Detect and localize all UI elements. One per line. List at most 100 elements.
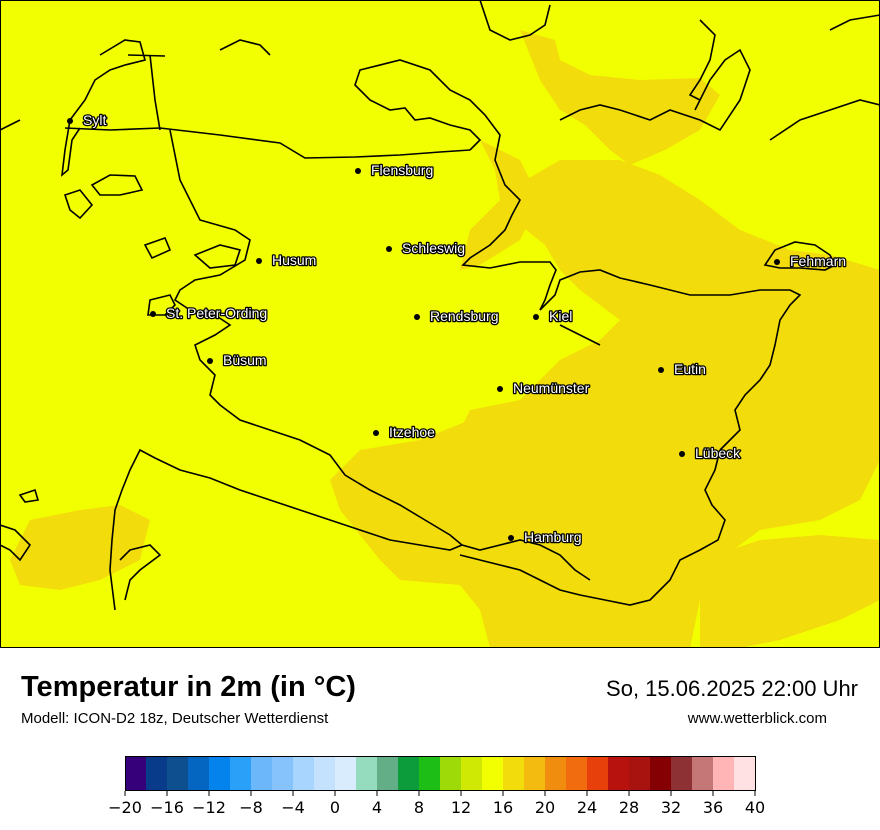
- city-label: Flensburg: [371, 162, 433, 178]
- city-dot: [373, 430, 379, 436]
- city-markers: Sylt Flensburg Schleswig Husum Fehmarn S…: [67, 111, 847, 546]
- colorbar-swatch: [335, 757, 357, 790]
- colorbar-swatches: [125, 757, 756, 790]
- colorbar-swatch: [272, 757, 294, 790]
- city-dot: [679, 451, 685, 457]
- city-rendsburg: Rendsburg: [414, 307, 500, 325]
- city-label: Schleswig: [402, 240, 465, 256]
- colorbar-frame: [125, 756, 756, 791]
- colorbar-swatch: [419, 757, 441, 790]
- city-husum: Husum: [256, 251, 318, 269]
- colorbar-tick-label: 8: [414, 798, 424, 817]
- colorbar-tick-label: −16: [150, 798, 184, 817]
- colorbar-swatch: [461, 757, 483, 790]
- colorbar-swatch: [167, 757, 189, 790]
- temperature-field-18-20: [10, 30, 880, 648]
- colorbar-swatch: [377, 757, 399, 790]
- colorbar-swatch: [608, 757, 630, 790]
- colorbar-tick-label: 12: [451, 798, 471, 817]
- city-neumuenster: Neumünster: [497, 379, 591, 397]
- city-label: Büsum: [223, 352, 267, 368]
- colorbar-tick-label: 32: [661, 798, 681, 817]
- city-luebeck: Lübeck: [679, 444, 742, 462]
- city-label: Kiel: [549, 308, 572, 324]
- colorbar-swatch: [713, 757, 735, 790]
- city-dot: [207, 358, 213, 364]
- colorbar-swatch: [629, 757, 651, 790]
- city-label: Eutin: [674, 361, 706, 377]
- city-dot: [774, 259, 780, 265]
- colorbar-swatch: [251, 757, 273, 790]
- colorbar-swatch: [545, 757, 567, 790]
- colorbar-tick-label: 40: [745, 798, 765, 817]
- colorbar-swatch: [650, 757, 672, 790]
- city-label: Husum: [272, 252, 316, 268]
- city-itzehoe: Itzehoe: [373, 423, 436, 441]
- colorbar-tick-label: 24: [577, 798, 597, 817]
- colorbar-tick-label: 16: [493, 798, 513, 817]
- city-fehmarn: Fehmarn: [774, 252, 847, 270]
- city-label: Hamburg: [524, 529, 582, 545]
- city-schleswig: Schleswig: [386, 239, 466, 257]
- colorbar-swatch: [671, 757, 693, 790]
- temperature-colorbar: −20 −16 −12 −8 −4 0 4 8 12 16 20 24 28 32 36 40: [108, 756, 765, 817]
- city-kiel: Kiel: [533, 307, 574, 325]
- city-label: Itzehoe: [389, 424, 435, 440]
- city-flensburg: Flensburg: [355, 161, 435, 179]
- city-dot: [355, 168, 361, 174]
- colorbar-swatch: [482, 757, 504, 790]
- colorbar-swatch: [440, 757, 462, 790]
- website-label: www.wetterblick.com: [687, 710, 827, 727]
- city-dot: [150, 311, 156, 317]
- city-dot: [386, 246, 392, 252]
- forecast-datetime: So, 15.06.2025 22:00 Uhr: [606, 676, 858, 701]
- city-hamburg: Hamburg: [508, 528, 583, 546]
- colorbar-tick-label: 36: [703, 798, 723, 817]
- city-label: Sylt: [83, 112, 106, 128]
- colorbar-swatch: [356, 757, 378, 790]
- colorbar-tick-label: −12: [192, 798, 226, 817]
- colorbar-tick-label: −20: [108, 798, 142, 817]
- city-sylt: Sylt: [67, 111, 108, 129]
- colorbar-ticks: −20 −16 −12 −8 −4 0 4 8 12 16 20 24 28 32 36 40: [108, 791, 765, 817]
- temperature-map: Sylt Flensburg Schleswig Husum Fehmarn S…: [0, 0, 880, 648]
- colorbar-tick-label: 28: [619, 798, 639, 817]
- city-label: Rendsburg: [430, 308, 499, 324]
- coast-and-border-lines: [0, 0, 880, 611]
- city-label: Neumünster: [513, 380, 590, 396]
- colorbar-swatch: [587, 757, 609, 790]
- colorbar-swatch: [734, 757, 756, 790]
- city-eutin: Eutin: [658, 360, 707, 378]
- model-info: Modell: ICON-D2 18z, Deutscher Wetterdie…: [21, 710, 329, 727]
- colorbar-swatch: [314, 757, 336, 790]
- map-title: Temperatur in 2m (in °C): [21, 671, 356, 703]
- city-dot: [533, 314, 539, 320]
- colorbar-swatch: [188, 757, 210, 790]
- colorbar-tick-label: −8: [239, 798, 263, 817]
- city-st-peter-ording: St. Peter-Ording: [150, 304, 268, 322]
- colorbar-swatch: [503, 757, 525, 790]
- colorbar-swatch: [230, 757, 252, 790]
- city-label: Lübeck: [695, 445, 741, 461]
- city-label: St. Peter-Ording: [166, 305, 267, 321]
- colorbar-tick-label: −4: [281, 798, 305, 817]
- colorbar-tick-label: 20: [535, 798, 555, 817]
- city-dot: [497, 386, 503, 392]
- city-dot: [414, 314, 420, 320]
- city-label: Fehmarn: [790, 253, 846, 269]
- colorbar-tick-label: 4: [372, 798, 382, 817]
- colorbar-swatch: [524, 757, 546, 790]
- city-dot: [256, 258, 262, 264]
- city-buesum: Büsum: [207, 351, 268, 369]
- colorbar-swatch: [398, 757, 420, 790]
- colorbar-tick-label: 0: [330, 798, 340, 817]
- city-dot: [67, 118, 73, 124]
- colorbar-swatch: [146, 757, 168, 790]
- city-dot: [658, 367, 664, 373]
- colorbar-swatch: [293, 757, 315, 790]
- colorbar-swatch: [692, 757, 714, 790]
- colorbar-swatch: [125, 757, 147, 790]
- city-dot: [508, 535, 514, 541]
- colorbar-swatch: [566, 757, 588, 790]
